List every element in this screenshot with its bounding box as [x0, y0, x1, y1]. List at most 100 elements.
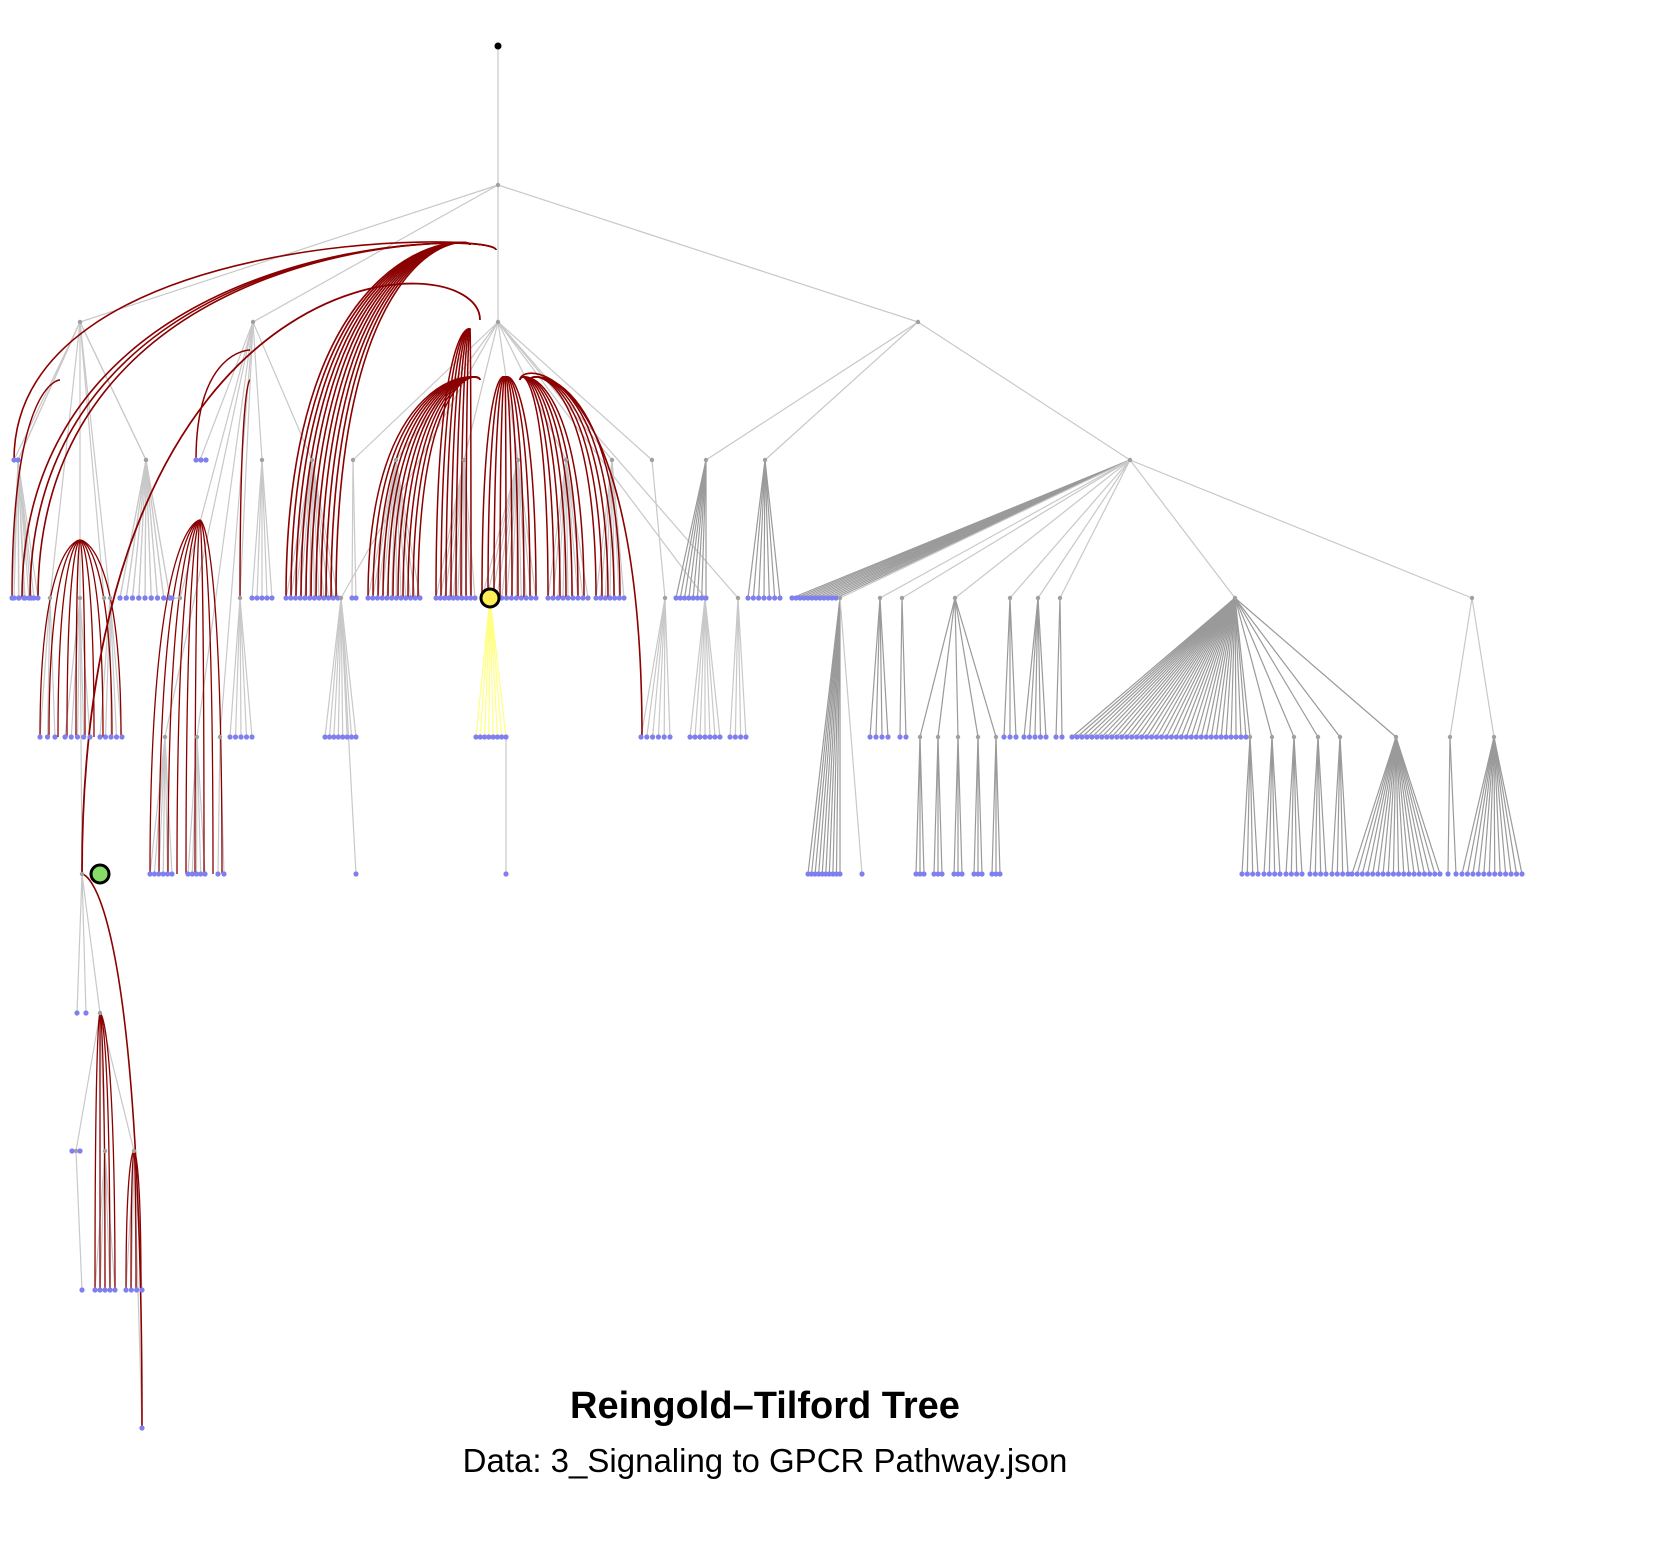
leaf-node — [202, 871, 208, 877]
tree-edge — [1493, 736, 1512, 875]
tree-edge — [1331, 736, 1341, 875]
tree-edge — [145, 459, 165, 599]
internal-node — [1035, 595, 1041, 601]
tree-edge — [879, 597, 889, 738]
leaf-node — [79, 1287, 85, 1293]
internal-node — [393, 457, 399, 463]
tree-edge — [81, 873, 101, 1014]
leaf-node — [107, 1287, 113, 1293]
internal-node — [762, 457, 768, 463]
tree-edge — [239, 597, 248, 738]
leaf-node — [232, 734, 239, 740]
leaf-node — [1375, 871, 1381, 877]
tree-edge — [899, 597, 903, 738]
tree-edge — [879, 459, 1131, 599]
tree-edge — [1234, 597, 1251, 738]
leaf-node — [348, 734, 355, 740]
tree-edge — [688, 459, 707, 599]
internal-node — [131, 1148, 137, 1154]
tree-edge — [1477, 736, 1495, 875]
leaf-node — [1349, 871, 1355, 877]
tree-edge — [372, 459, 397, 599]
leaf-node — [321, 595, 327, 601]
leaf-node — [68, 734, 74, 740]
target-node-marker[interactable] — [89, 863, 111, 885]
leaf-node — [486, 734, 492, 740]
tree-edge — [486, 459, 519, 599]
leaf-node — [1094, 734, 1100, 740]
tree-edge — [1461, 736, 1495, 875]
leaf-node — [913, 871, 919, 877]
tree-edge — [1447, 736, 1451, 875]
tree-edge — [479, 597, 491, 738]
tree-edge — [764, 459, 776, 599]
selected-node-marker[interactable] — [479, 587, 501, 609]
leaf-node — [1323, 871, 1329, 877]
tree-edge — [81, 873, 87, 1014]
highlight-edge — [11, 379, 61, 599]
tree-edge — [1165, 597, 1236, 738]
tree-edge — [764, 321, 919, 461]
leaf-node — [789, 595, 795, 601]
leaf-node — [459, 595, 465, 601]
tree-edge — [937, 736, 943, 875]
tree-edge — [763, 459, 766, 599]
leaf-node — [565, 595, 571, 601]
leaf-node — [1089, 734, 1095, 740]
leaf-node — [503, 871, 509, 877]
tree-edge — [995, 736, 1001, 875]
leaf-node — [238, 734, 244, 740]
tree-edge — [395, 459, 421, 599]
tree-edge — [79, 321, 105, 599]
leaf-node — [1148, 734, 1155, 740]
leaf-node — [353, 595, 359, 601]
leaf-node — [707, 734, 713, 740]
leaf-node — [283, 595, 289, 601]
tree-edge — [517, 459, 532, 599]
tree-edge — [1387, 736, 1397, 875]
tree-edge — [328, 597, 342, 738]
tree-edge — [1395, 736, 1436, 875]
tree-edge — [1449, 597, 1473, 738]
tree-edge — [1249, 736, 1254, 875]
leaf-node — [823, 871, 829, 877]
leaf-node — [123, 595, 129, 601]
tree-edge — [497, 184, 919, 323]
leaf-node — [1334, 871, 1340, 877]
internal-node — [1491, 734, 1497, 740]
tree-edge — [340, 321, 499, 599]
internal-node — [461, 457, 467, 463]
tree-edge — [1023, 597, 1039, 738]
leaf-node — [580, 595, 586, 601]
leaf-node — [560, 595, 566, 601]
leaf-node — [302, 595, 308, 601]
leaf-node — [62, 734, 68, 740]
leaf-node — [243, 734, 250, 740]
tree-edge — [1160, 597, 1236, 738]
leaf-node — [1193, 734, 1199, 740]
leaf-node — [732, 734, 738, 740]
internal-node — [77, 319, 83, 325]
leaf-node — [468, 595, 474, 601]
leaf-node — [830, 871, 836, 877]
leaf-node — [793, 595, 799, 601]
leaf-node — [379, 595, 385, 601]
leaf-node — [112, 1287, 118, 1293]
leaf-node — [403, 595, 409, 601]
internal-node — [1007, 595, 1013, 601]
leaf-node — [1203, 734, 1209, 740]
leaf-node — [955, 871, 961, 877]
leaf-node — [805, 871, 811, 877]
leaf-node — [1340, 871, 1346, 877]
leaf-node — [472, 595, 478, 601]
tree-edge — [109, 597, 123, 738]
tree-edge — [1339, 736, 1349, 875]
leaf-node — [1312, 871, 1318, 877]
tree-edge — [1151, 597, 1236, 738]
tree-edge — [11, 459, 19, 599]
internal-node — [338, 595, 344, 601]
leaf-node — [193, 457, 199, 463]
internal-node — [975, 734, 981, 740]
leaf-node — [81, 734, 87, 740]
leaf-node — [353, 871, 359, 877]
